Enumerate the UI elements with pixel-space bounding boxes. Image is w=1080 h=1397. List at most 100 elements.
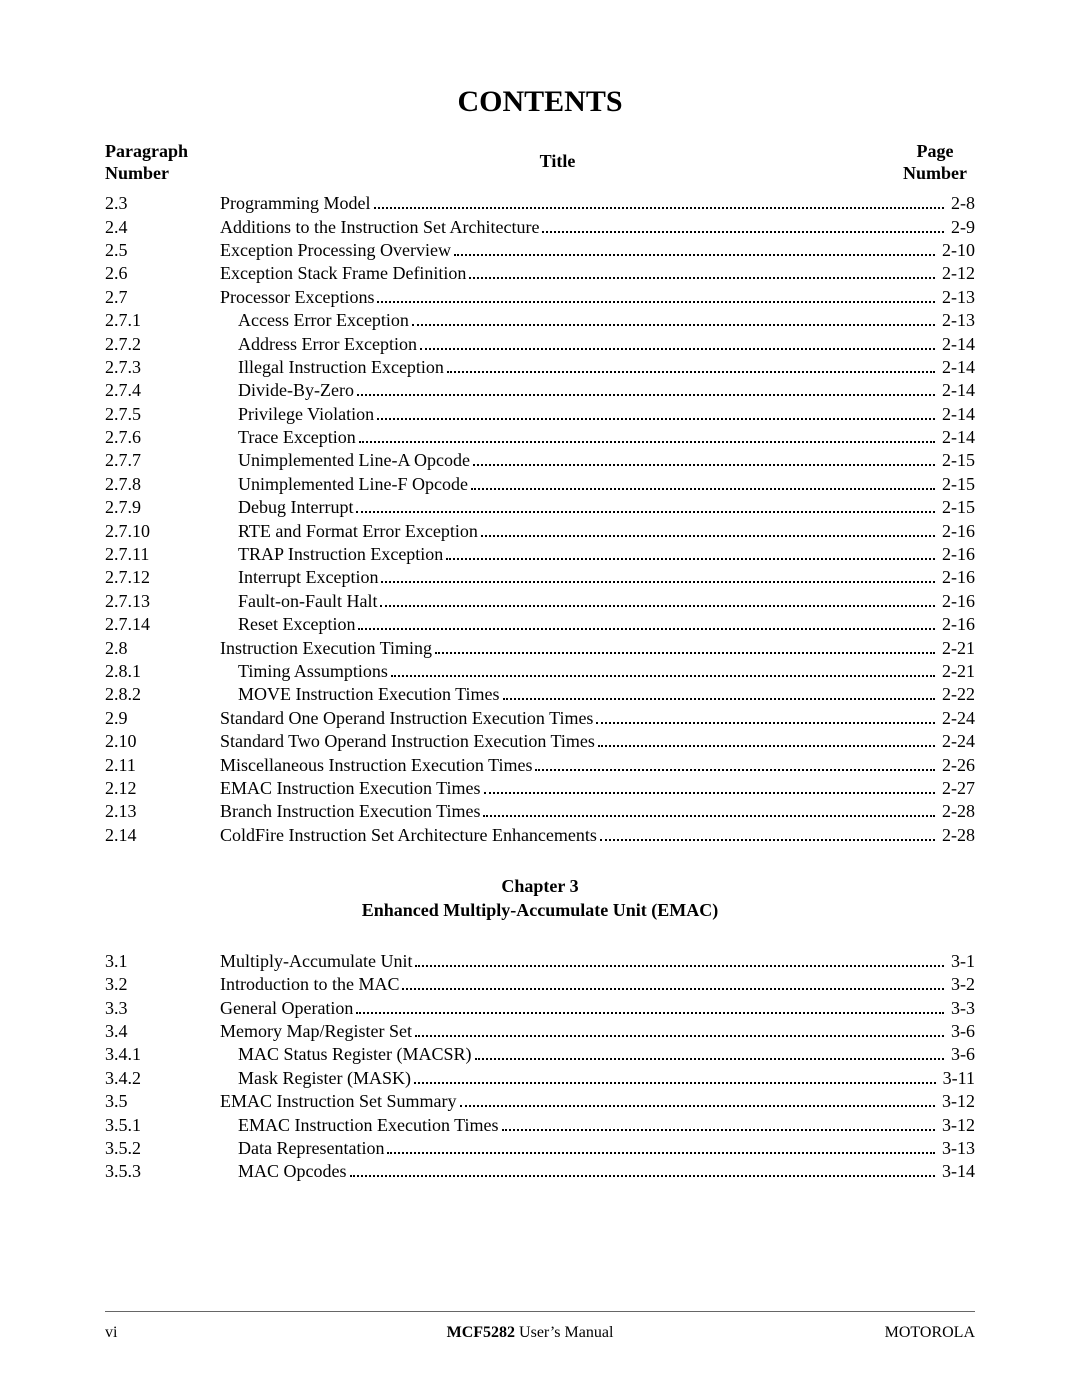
page-number: 2-28 — [938, 824, 975, 847]
leader-dots — [380, 605, 935, 607]
title-cell: Standard Two Operand Instruction Executi… — [220, 730, 975, 753]
toc-row: 2.13Branch Instruction Execution Times2-… — [105, 800, 975, 823]
toc-row: 2.7.12Interrupt Exception2-16 — [105, 566, 975, 589]
leader-dots — [473, 464, 935, 466]
title-cell: Additions to the Instruction Set Archite… — [220, 216, 975, 239]
title-cell: Exception Stack Frame Definition2-12 — [220, 262, 975, 285]
paragraph-number: 2.7.6 — [105, 426, 220, 449]
page-number: 2-16 — [938, 566, 975, 589]
page-number: 2-16 — [938, 520, 975, 543]
title-cell: Introduction to the MAC3-2 — [220, 973, 975, 996]
toc-row: 3.5.1EMAC Instruction Execution Times3-1… — [105, 1114, 975, 1137]
toc-row: 2.7.3Illegal Instruction Exception2-14 — [105, 356, 975, 379]
leader-dots — [356, 1012, 944, 1014]
title-cell: Programming Model2-8 — [220, 192, 975, 215]
toc-row: 2.7.10RTE and Format Error Exception2-16 — [105, 520, 975, 543]
paragraph-number: 3.3 — [105, 997, 220, 1020]
toc-row: 2.14ColdFire Instruction Set Architectur… — [105, 824, 975, 847]
leader-dots — [535, 769, 935, 771]
entry-title: Unimplemented Line-F Opcode — [238, 473, 468, 496]
page-number: 2-8 — [947, 192, 975, 215]
page-number: 2-13 — [938, 286, 975, 309]
leader-dots — [598, 745, 935, 747]
entry-title: Access Error Exception — [238, 309, 409, 332]
toc-row: 2.7.8Unimplemented Line-F Opcode2-15 — [105, 473, 975, 496]
title-cell: Debug Interrupt 2-15 — [220, 496, 975, 519]
toc-row: 2.7.5Privilege Violation2-14 — [105, 403, 975, 426]
leader-dots — [503, 698, 936, 700]
title-cell: General Operation3-3 — [220, 997, 975, 1020]
toc-row: 3.4.1MAC Status Register (MACSR)3-6 — [105, 1043, 975, 1066]
page-number: 2-28 — [938, 800, 975, 823]
title-cell: EMAC Instruction Execution Times2-27 — [220, 777, 975, 800]
paragraph-number: 2.5 — [105, 239, 220, 262]
toc-row: 2.3Programming Model2-8 — [105, 192, 975, 215]
entry-title: TRAP Instruction Exception — [238, 543, 443, 566]
toc-row: 3.2Introduction to the MAC3-2 — [105, 973, 975, 996]
entry-title: Multiply-Accumulate Unit — [220, 950, 412, 973]
paragraph-number: 2.3 — [105, 192, 220, 215]
footer-row: vi MCF5282 User’s Manual MOTOROLA — [105, 1324, 975, 1342]
toc-row: 2.8.2MOVE Instruction Execution Times2-2… — [105, 683, 975, 706]
paragraph-number: 2.7.3 — [105, 356, 220, 379]
page-number: 2-24 — [938, 730, 975, 753]
leader-dots — [377, 301, 935, 303]
page-number: 2-16 — [938, 543, 975, 566]
entry-title: ColdFire Instruction Set Architecture En… — [220, 824, 597, 847]
page-number: 3-12 — [938, 1090, 975, 1113]
title-cell: Multiply-Accumulate Unit3-1 — [220, 950, 975, 973]
paragraph-number: 2.7.4 — [105, 379, 220, 402]
paragraph-number: 3.5.3 — [105, 1160, 220, 1183]
entry-title: EMAC Instruction Execution Times — [220, 777, 481, 800]
entry-title: Fault-on-Fault Halt — [238, 590, 377, 613]
entry-title: Instruction Execution Timing — [220, 637, 432, 660]
paragraph-number: 3.2 — [105, 973, 220, 996]
title-cell: Memory Map/Register Set3-6 — [220, 1020, 975, 1043]
footer-page-roman: vi — [105, 1324, 205, 1342]
toc-row: 3.5EMAC Instruction Set Summary3-12 — [105, 1090, 975, 1113]
leader-dots — [446, 558, 935, 560]
page-number: 2-14 — [938, 403, 975, 426]
title-cell: Timing Assumptions 2-21 — [220, 660, 975, 683]
leader-dots — [454, 254, 935, 256]
page-number: 2-15 — [938, 496, 975, 519]
page: CONTENTS Paragraph Number Title Page Num… — [0, 0, 1080, 1397]
paragraph-number: 2.7.5 — [105, 403, 220, 426]
entry-title: Timing Assumptions — [238, 660, 388, 683]
toc-row: 2.8Instruction Execution Timing2-21 — [105, 637, 975, 660]
leader-dots — [377, 418, 935, 420]
paragraph-number: 2.7.2 — [105, 333, 220, 356]
page-number: 2-14 — [938, 379, 975, 402]
leader-dots — [350, 1175, 936, 1177]
leader-dots — [542, 231, 944, 233]
leader-dots — [471, 488, 935, 490]
toc-row: 2.7.14Reset Exception2-16 — [105, 613, 975, 636]
page-number: 3-2 — [947, 973, 975, 996]
entry-title: Mask Register (MASK) — [238, 1067, 411, 1090]
title-cell: EMAC Instruction Set Summary3-12 — [220, 1090, 975, 1113]
page-number: 2-13 — [938, 309, 975, 332]
page-number: 3-12 — [938, 1114, 975, 1137]
toc-section-2: 3.1Multiply-Accumulate Unit3-13.2Introdu… — [105, 950, 975, 1184]
paragraph-number: 2.7.8 — [105, 473, 220, 496]
page-number: 2-15 — [938, 449, 975, 472]
page-number: 3-6 — [947, 1043, 975, 1066]
entry-title: Exception Stack Frame Definition — [220, 262, 466, 285]
toc-row: 2.7.7Unimplemented Line-A Opcode2-15 — [105, 449, 975, 472]
chapter-heading: Chapter 3 Enhanced Multiply-Accumulate U… — [105, 875, 975, 922]
title-cell: Reset Exception2-16 — [220, 613, 975, 636]
toc-row: 3.4.2Mask Register (MASK)3-11 — [105, 1067, 975, 1090]
entry-title: General Operation — [220, 997, 353, 1020]
entry-title: MOVE Instruction Execution Times — [238, 683, 500, 706]
paragraph-number: 2.9 — [105, 707, 220, 730]
page-number: 2-14 — [938, 356, 975, 379]
title-cell: Privilege Violation2-14 — [220, 403, 975, 426]
title-cell: Fault-on-Fault Halt2-16 — [220, 590, 975, 613]
paragraph-number: 2.10 — [105, 730, 220, 753]
leader-dots — [460, 1105, 936, 1107]
entry-title: Debug Interrupt — [238, 496, 353, 519]
leader-dots — [358, 628, 935, 630]
page-number: 2-21 — [938, 660, 975, 683]
title-cell: Miscellaneous Instruction Execution Time… — [220, 754, 975, 777]
leader-dots — [483, 815, 935, 817]
